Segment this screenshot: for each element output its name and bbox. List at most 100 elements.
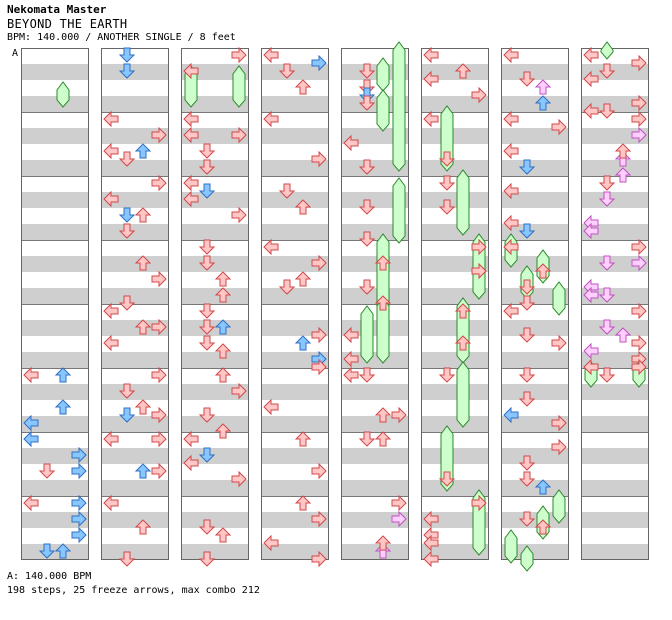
beat-band <box>181 224 249 240</box>
left-arrow-icon <box>423 110 439 128</box>
freeze-body <box>392 177 406 244</box>
chart-stats: 198 steps, 25 freeze arrows, max combo 2… <box>7 585 260 596</box>
chart-column-8 <box>581 48 649 560</box>
beat-band <box>341 480 409 496</box>
freeze-body <box>456 361 470 428</box>
beat-band <box>181 160 249 176</box>
right-arrow-icon <box>231 470 247 488</box>
beat-band <box>181 416 249 432</box>
right-arrow-icon <box>631 94 647 112</box>
down-arrow-icon <box>518 159 536 175</box>
right-arrow-icon <box>631 54 647 72</box>
right-arrow-icon <box>71 510 87 528</box>
beat-band <box>501 448 569 464</box>
right-arrow-icon <box>311 54 327 72</box>
down-arrow-icon <box>358 279 376 295</box>
freeze-body <box>392 41 406 172</box>
right-arrow-icon <box>151 270 167 288</box>
beat-band <box>181 96 249 112</box>
down-arrow-icon <box>518 223 536 239</box>
song-title: BEYOND THE EARTH <box>7 17 128 31</box>
down-arrow-icon <box>518 367 536 383</box>
left-arrow-icon <box>583 46 599 64</box>
down-arrow-icon <box>118 383 136 399</box>
freeze-arrow-down <box>360 305 374 364</box>
beat-band <box>101 416 169 432</box>
left-arrow-icon <box>583 342 599 360</box>
down-arrow-icon <box>518 327 536 343</box>
right-arrow-icon <box>631 358 647 376</box>
beat-band <box>341 96 409 112</box>
left-arrow-icon <box>423 550 439 568</box>
left-arrow-icon <box>23 430 39 448</box>
down-arrow-icon <box>358 431 376 447</box>
beat-band <box>421 288 489 304</box>
down-arrow-icon <box>518 455 536 471</box>
up-arrow-icon <box>294 199 312 215</box>
up-arrow-icon <box>214 367 232 383</box>
down-arrow-icon <box>198 335 216 351</box>
beat-band <box>501 352 569 368</box>
freeze-body <box>232 65 246 108</box>
left-arrow-icon <box>343 134 359 152</box>
left-arrow-icon <box>583 222 599 240</box>
down-arrow-icon <box>518 279 536 295</box>
beat-band <box>261 288 329 304</box>
song-header: Nekomata Master BEYOND THE EARTH BPM: 14… <box>7 4 236 45</box>
up-arrow-icon <box>454 335 472 351</box>
beat-band <box>261 448 329 464</box>
left-arrow-icon <box>503 142 519 160</box>
freeze-arrow-down <box>600 41 614 60</box>
left-arrow-icon <box>583 358 599 376</box>
up-arrow-icon <box>374 407 392 423</box>
down-arrow-icon <box>118 551 136 567</box>
beat-band <box>261 96 329 112</box>
down-arrow-icon <box>598 319 616 335</box>
down-arrow-icon <box>598 255 616 271</box>
chart-column-1 <box>21 48 89 560</box>
left-arrow-icon <box>423 510 439 528</box>
down-arrow-icon <box>598 191 616 207</box>
right-arrow-icon <box>551 118 567 136</box>
beat-band <box>21 352 89 368</box>
left-arrow-icon <box>183 430 199 448</box>
right-arrow-icon <box>71 494 87 512</box>
left-arrow-icon <box>503 182 519 200</box>
up-arrow-icon <box>374 295 392 311</box>
beat-band <box>501 256 569 272</box>
beat-band <box>261 64 329 80</box>
down-arrow-icon <box>518 511 536 527</box>
left-arrow-icon <box>103 302 119 320</box>
down-arrow-icon <box>518 471 536 487</box>
freeze-arrow-up <box>456 361 470 428</box>
beat-band <box>421 96 489 112</box>
right-arrow-icon <box>471 262 487 280</box>
right-arrow-icon <box>311 550 327 568</box>
right-arrow-icon <box>151 430 167 448</box>
right-arrow-icon <box>71 462 87 480</box>
column-frame <box>261 48 329 560</box>
up-arrow-icon <box>614 327 632 343</box>
down-arrow-icon <box>198 239 216 255</box>
up-arrow-icon <box>294 335 312 351</box>
right-arrow-icon <box>471 86 487 104</box>
right-arrow-icon <box>631 302 647 320</box>
right-arrow-icon <box>231 46 247 64</box>
left-arrow-icon <box>183 174 199 192</box>
down-arrow-icon <box>118 407 136 423</box>
left-arrow-icon <box>23 366 39 384</box>
up-arrow-icon <box>294 495 312 511</box>
beat-band <box>341 192 409 208</box>
down-arrow-icon <box>518 295 536 311</box>
left-arrow-icon <box>423 534 439 552</box>
down-arrow-icon <box>198 255 216 271</box>
beat-band <box>101 544 169 560</box>
beat-band <box>101 288 169 304</box>
beat-band <box>341 544 409 560</box>
beat-band <box>21 192 89 208</box>
left-arrow-icon <box>103 110 119 128</box>
chart-column-4 <box>261 48 329 560</box>
down-arrow-icon <box>358 367 376 383</box>
freeze-body <box>360 305 374 364</box>
beat-band <box>101 480 169 496</box>
